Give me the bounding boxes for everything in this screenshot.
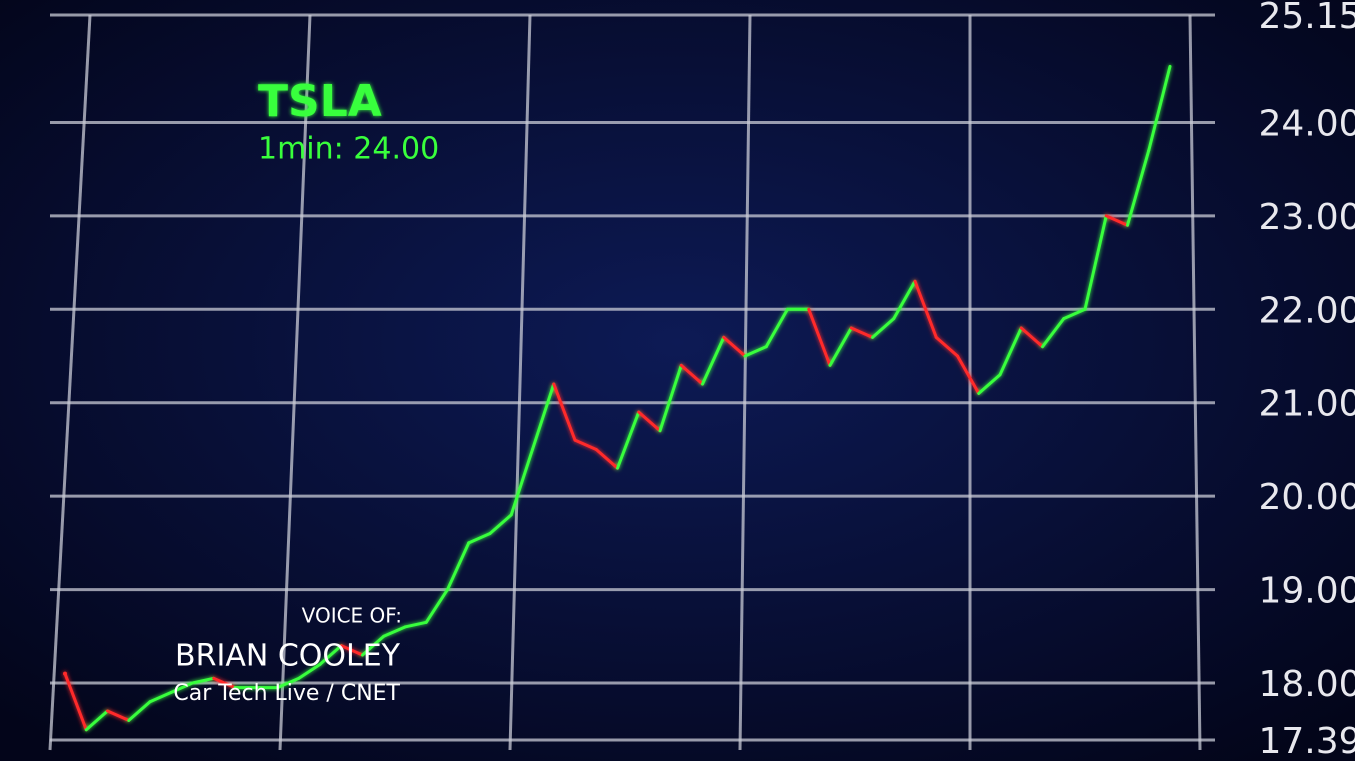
line-segment bbox=[1019, 326, 1044, 349]
line-segment bbox=[127, 700, 152, 722]
line-segment bbox=[191, 676, 216, 685]
y-tick-label: 21.00 bbox=[1258, 384, 1355, 425]
line-segment bbox=[148, 690, 173, 704]
line-segment bbox=[488, 513, 513, 536]
y-tick-label: 19.00 bbox=[1258, 571, 1355, 612]
line-segment bbox=[1041, 317, 1066, 349]
line-segment bbox=[998, 326, 1023, 377]
line-segment bbox=[276, 676, 301, 690]
line-segment bbox=[849, 326, 874, 339]
y-tick-label: 18.00 bbox=[1258, 664, 1355, 705]
grid bbox=[48, 13, 1215, 751]
chart-subtitle: 1min: 24.00 bbox=[258, 132, 439, 167]
grid-column bbox=[508, 14, 532, 751]
line-segment bbox=[594, 447, 619, 470]
line-segment bbox=[1126, 148, 1151, 227]
line-segment bbox=[722, 335, 747, 358]
grid-column bbox=[738, 14, 752, 751]
line-segment bbox=[212, 676, 237, 690]
line-segment bbox=[552, 382, 577, 442]
y-tick-label: 17.39 bbox=[1258, 721, 1355, 761]
grid-column bbox=[1188, 14, 1202, 751]
line-segment bbox=[1104, 214, 1129, 227]
grid-column bbox=[48, 14, 92, 751]
line-segment bbox=[637, 410, 662, 433]
line-segment bbox=[828, 326, 853, 367]
line-segment bbox=[424, 588, 449, 624]
line-segment bbox=[1083, 214, 1108, 311]
line-segment bbox=[743, 345, 768, 358]
line-segment bbox=[871, 317, 896, 339]
line-segment bbox=[531, 382, 556, 451]
line-segment bbox=[446, 541, 471, 592]
line-segment bbox=[84, 709, 109, 732]
line-segment bbox=[339, 644, 364, 657]
line-segment bbox=[956, 354, 981, 395]
grid-column bbox=[278, 14, 312, 751]
line-segment bbox=[701, 335, 726, 386]
line-segment bbox=[892, 279, 917, 321]
line-segment bbox=[913, 279, 938, 339]
line-segment bbox=[1147, 64, 1172, 152]
y-tick-label: 22.00 bbox=[1258, 290, 1355, 331]
line-segment bbox=[403, 620, 428, 629]
line-segment bbox=[106, 709, 131, 722]
line-segment bbox=[616, 410, 641, 470]
line-segment bbox=[297, 662, 322, 680]
chart-title: TSLA bbox=[258, 76, 382, 127]
y-tick-label: 24.00 bbox=[1258, 103, 1355, 144]
credit-org: Car Tech Live / CNET bbox=[173, 681, 400, 706]
y-tick-label: 20.00 bbox=[1258, 477, 1355, 518]
line-segment bbox=[573, 438, 598, 451]
line-segment bbox=[509, 447, 534, 517]
y-tick-label: 23.00 bbox=[1258, 197, 1355, 238]
line-segment bbox=[934, 335, 959, 358]
plot bbox=[63, 64, 1172, 732]
line-segment bbox=[807, 307, 832, 367]
line-segment bbox=[382, 625, 407, 638]
line-segment bbox=[318, 644, 343, 666]
y-tick-label: 25.15 bbox=[1258, 0, 1355, 37]
credit-name: BRIAN COOLEY bbox=[175, 639, 401, 674]
line-segment bbox=[169, 681, 194, 694]
line-segment bbox=[1062, 307, 1087, 321]
line-segment bbox=[679, 363, 704, 386]
credit-label: VOICE OF: bbox=[302, 604, 402, 628]
line-segment bbox=[63, 672, 88, 732]
line-segment bbox=[658, 363, 683, 433]
line-segment bbox=[361, 634, 386, 657]
line-segment bbox=[977, 373, 1002, 395]
line-segment bbox=[467, 532, 492, 545]
line-segment bbox=[764, 307, 789, 349]
